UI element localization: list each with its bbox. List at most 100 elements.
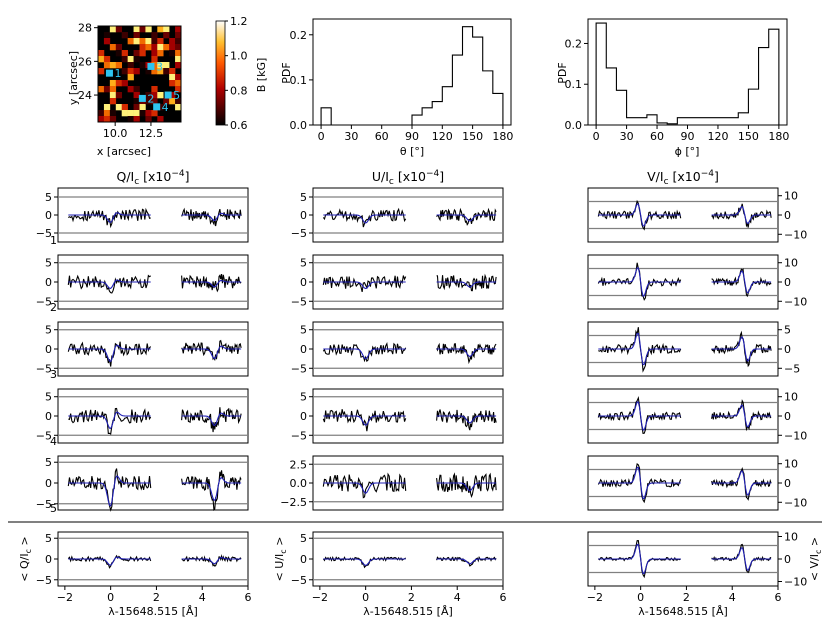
map-pixel bbox=[145, 26, 152, 33]
map-pixel bbox=[175, 38, 182, 45]
panel-average-c1-ytick-label: 5 bbox=[45, 532, 52, 545]
map-pixel bbox=[145, 68, 152, 75]
map-xlabel: x [arcsec] bbox=[97, 145, 151, 158]
panel-average-c1-ytick-label: 0 bbox=[45, 553, 52, 566]
map-pixel bbox=[163, 26, 170, 33]
panel-r2-c2-fit-line bbox=[436, 281, 497, 288]
average-ylabel: < U/Ic > bbox=[273, 537, 288, 582]
map-pixel bbox=[133, 116, 140, 123]
map-pixel bbox=[98, 110, 105, 117]
map-pixel bbox=[157, 116, 164, 123]
map-pixel bbox=[175, 50, 182, 57]
map-point-marker bbox=[138, 94, 146, 102]
average-xtick-label: 0 bbox=[107, 591, 114, 604]
panel-r4-c3-ytick-label: 0 bbox=[784, 410, 791, 423]
panel-r3-c3: −5 0 5 bbox=[587, 321, 800, 377]
theta-histogram: 0 30 60 90 120 150 180 0.0 0.1 0.2 bbox=[290, 18, 513, 143]
map-pixel bbox=[175, 74, 182, 81]
map-pixel bbox=[139, 50, 146, 57]
map-pixel bbox=[109, 116, 117, 123]
map-pixel bbox=[109, 80, 117, 87]
map-pixel bbox=[139, 104, 146, 111]
theta-frame bbox=[312, 18, 512, 126]
panel-r1-c3-fit-line bbox=[711, 206, 772, 224]
panel-r2-c3: −10 0 10 bbox=[587, 254, 807, 310]
map-pixel bbox=[139, 26, 146, 33]
panel-r2-c1-fit-line bbox=[68, 279, 151, 289]
map-ylabel: y [arcsec] bbox=[67, 51, 80, 105]
map-pixel bbox=[121, 110, 128, 117]
map-pixel bbox=[109, 26, 117, 33]
panel-r3-c3-observed-line bbox=[711, 330, 772, 368]
map-pixel bbox=[121, 104, 128, 111]
field-strength-map: 10.0 12.5 24 26 28 1 2 3 45 bbox=[78, 22, 182, 140]
map-pixel bbox=[169, 92, 176, 99]
map-pixel bbox=[115, 104, 123, 111]
map-pixel bbox=[151, 50, 158, 57]
map-pixel bbox=[133, 50, 140, 57]
map-pixel bbox=[175, 32, 182, 39]
panel-r5-c3-fit-line bbox=[598, 466, 681, 500]
map-pixel bbox=[157, 92, 164, 99]
theta-xlabel: θ [°] bbox=[400, 145, 424, 158]
map-pixel bbox=[175, 44, 182, 51]
panel-r4-c1-ytick-label: −5 bbox=[36, 429, 52, 442]
panel-r4-c1-fit-line bbox=[181, 412, 242, 426]
map-pixel bbox=[103, 116, 111, 123]
panel-r3-c2-ytick-label: 0 bbox=[300, 343, 307, 356]
theta-xtick-label: 90 bbox=[405, 130, 419, 143]
map-pixel bbox=[151, 92, 158, 99]
average-ylabel: < Q/Ic > bbox=[18, 536, 33, 581]
map-xtick-label: 12.5 bbox=[139, 127, 164, 140]
map-pixel bbox=[98, 68, 105, 75]
map-pixel bbox=[175, 104, 182, 111]
panel-r5-c1: −5 0 5 5 bbox=[36, 455, 249, 515]
panel-average-c3-fit-line bbox=[711, 547, 772, 571]
average-xlabel: λ-15648.515 [Å] bbox=[363, 605, 453, 618]
average-xlabel: λ-15648.515 [Å] bbox=[638, 605, 728, 618]
map-pixel bbox=[175, 62, 182, 69]
map-pixel bbox=[109, 44, 117, 51]
panel-r4-c3-ytick-label: −10 bbox=[784, 429, 807, 442]
panel-average-c3-ytick-label: 0 bbox=[784, 553, 791, 566]
panel-r4-c3-ytick-label: 10 bbox=[784, 391, 798, 404]
map-pixel bbox=[127, 74, 134, 81]
theta-xtick-label: 120 bbox=[432, 130, 453, 143]
panel-r1-c2: −5 0 5 bbox=[291, 187, 504, 243]
map-pixel bbox=[98, 86, 105, 93]
map-pixel bbox=[145, 44, 152, 51]
map-pixel bbox=[145, 110, 152, 117]
average-xtick-label: 0 bbox=[362, 591, 369, 604]
panel-r5-c2: −2.5 0.0 2.5 bbox=[280, 455, 504, 511]
map-pixel bbox=[127, 110, 134, 117]
panel-r1-c2-fit-line bbox=[323, 214, 406, 224]
panel-r5-c2-ytick-label: −2.5 bbox=[280, 496, 307, 509]
map-point-label: 5 bbox=[173, 89, 180, 102]
panel-r2-c2-ytick-label: −5 bbox=[291, 295, 307, 308]
panel-r4-c1-fit-line bbox=[68, 411, 151, 430]
phi-histogram: 0 30 60 90 120 150 180 0.0 0.1 0.2 bbox=[565, 18, 789, 143]
panel-average-c2-fit-line bbox=[323, 558, 406, 566]
map-ytick-label: 26 bbox=[78, 55, 92, 68]
panel-r3-c2-fit-line bbox=[323, 348, 406, 360]
map-pixel bbox=[115, 92, 123, 99]
colorbar-tick-label: 1.2 bbox=[230, 15, 248, 28]
panel-average-c2-ytick-label: −5 bbox=[291, 574, 307, 587]
map-pixel bbox=[175, 56, 182, 63]
map-pixel bbox=[139, 44, 146, 51]
map-point-label: 2 bbox=[147, 92, 154, 105]
phi-ylabel: PDF bbox=[556, 62, 569, 83]
panel-r3-c2-observed-line bbox=[436, 342, 497, 365]
map-pixel bbox=[98, 116, 105, 123]
column-title: V/Ic [x10−4] bbox=[647, 169, 719, 187]
map-pixel bbox=[151, 32, 158, 39]
map-point-label: 1 bbox=[114, 67, 121, 80]
map-pixel bbox=[127, 116, 134, 123]
panel-average-c3: −10 0 10 −2 0 2 4 6 λ-15648.515 [Å] < V/Ic > bbox=[587, 531, 823, 619]
panel-average-c2: −5 0 5 −2 0 2 4 6 λ-15648.515 [Å] < U/Ic > bbox=[273, 531, 507, 618]
row-number-label: 1 bbox=[50, 234, 57, 247]
panel-r1-c3-ytick-label: 10 bbox=[784, 190, 798, 203]
panel-r5-c2-observed-line bbox=[322, 472, 407, 499]
map-pixel bbox=[109, 86, 117, 93]
